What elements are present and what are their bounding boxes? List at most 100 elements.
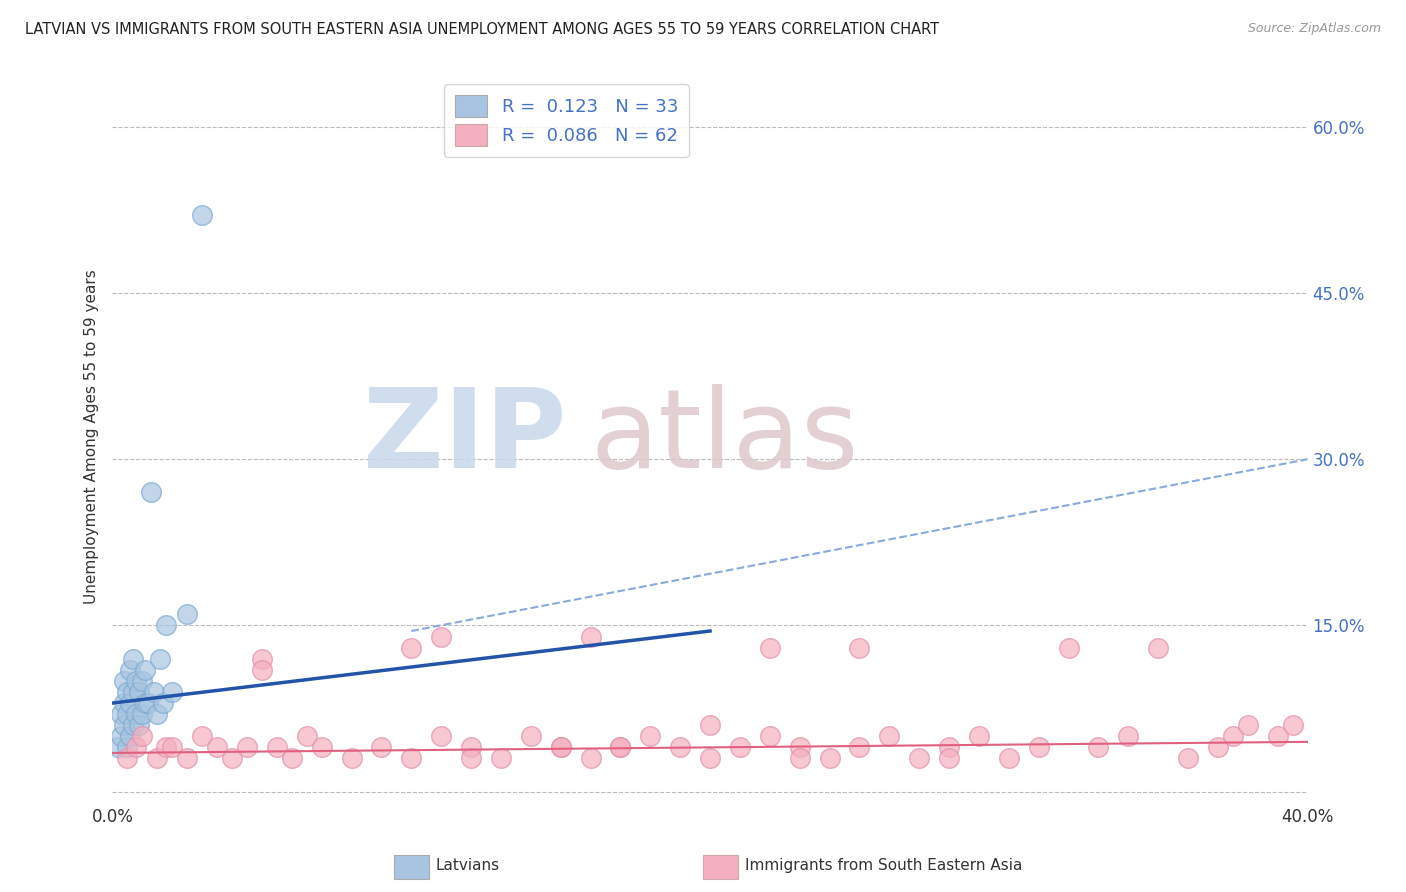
- Point: [146, 707, 169, 722]
- Point: [149, 651, 172, 665]
- Point: [131, 673, 153, 688]
- Text: atlas: atlas: [591, 384, 859, 491]
- Point: [430, 729, 453, 743]
- Point: [191, 209, 214, 223]
- Point: [967, 729, 990, 743]
- Point: [128, 718, 150, 732]
- Point: [579, 630, 602, 644]
- Point: [125, 673, 148, 688]
- Point: [131, 729, 153, 743]
- Point: [114, 673, 135, 688]
- Point: [125, 707, 148, 722]
- Point: [848, 640, 870, 655]
- Point: [489, 751, 512, 765]
- Point: [1281, 718, 1303, 732]
- Point: [120, 729, 142, 743]
- Point: [122, 718, 145, 732]
- Point: [1237, 718, 1260, 732]
- Point: [114, 696, 135, 710]
- Point: [311, 740, 333, 755]
- Point: [152, 696, 174, 710]
- Point: [699, 718, 721, 732]
- Y-axis label: Unemployment Among Ages 55 to 59 years: Unemployment Among Ages 55 to 59 years: [83, 269, 98, 605]
- Point: [155, 740, 177, 755]
- Point: [141, 485, 163, 500]
- Point: [699, 751, 721, 765]
- Point: [789, 740, 811, 755]
- Point: [579, 751, 602, 765]
- Point: [266, 740, 288, 755]
- Point: [640, 729, 662, 743]
- Point: [879, 729, 901, 743]
- Point: [128, 685, 150, 699]
- Point: [162, 685, 183, 699]
- Point: [250, 651, 273, 665]
- Point: [938, 751, 960, 765]
- Point: [117, 707, 139, 722]
- Point: [789, 751, 811, 765]
- Point: [176, 607, 198, 622]
- Point: [848, 740, 870, 755]
- Point: [1147, 640, 1170, 655]
- Point: [1206, 740, 1229, 755]
- Point: [281, 751, 304, 765]
- Point: [1267, 729, 1289, 743]
- Point: [143, 685, 166, 699]
- Legend: R =  0.123   N = 33, R =  0.086   N = 62: R = 0.123 N = 33, R = 0.086 N = 62: [444, 84, 689, 157]
- Point: [162, 740, 183, 755]
- Text: Latvians: Latvians: [436, 858, 501, 872]
- Point: [669, 740, 692, 755]
- Point: [110, 729, 132, 743]
- Point: [205, 740, 228, 755]
- Text: Immigrants from South Eastern Asia: Immigrants from South Eastern Asia: [745, 858, 1022, 872]
- Point: [430, 630, 453, 644]
- Point: [134, 696, 156, 710]
- Point: [146, 751, 169, 765]
- Point: [340, 751, 363, 765]
- Point: [609, 740, 631, 755]
- Point: [728, 740, 751, 755]
- Point: [221, 751, 243, 765]
- Point: [550, 740, 572, 755]
- Point: [370, 740, 392, 755]
- Point: [460, 740, 482, 755]
- Point: [110, 707, 132, 722]
- Point: [401, 751, 423, 765]
- Point: [998, 751, 1021, 765]
- Point: [155, 618, 177, 632]
- Point: [908, 751, 931, 765]
- Text: LATVIAN VS IMMIGRANTS FROM SOUTH EASTERN ASIA UNEMPLOYMENT AMONG AGES 55 TO 59 Y: LATVIAN VS IMMIGRANTS FROM SOUTH EASTERN…: [25, 22, 939, 37]
- Point: [120, 696, 142, 710]
- Point: [295, 729, 318, 743]
- Point: [236, 740, 259, 755]
- Point: [250, 663, 273, 677]
- Text: ZIP: ZIP: [363, 384, 567, 491]
- FancyBboxPatch shape: [394, 855, 429, 879]
- Point: [176, 751, 198, 765]
- FancyBboxPatch shape: [703, 855, 738, 879]
- Text: Source: ZipAtlas.com: Source: ZipAtlas.com: [1247, 22, 1381, 36]
- Point: [117, 740, 139, 755]
- Point: [138, 696, 160, 710]
- Point: [401, 640, 423, 655]
- Point: [117, 685, 139, 699]
- Point: [460, 751, 482, 765]
- Point: [107, 740, 129, 755]
- Point: [117, 751, 139, 765]
- Point: [759, 729, 782, 743]
- Point: [1118, 729, 1140, 743]
- Point: [609, 740, 631, 755]
- Point: [818, 751, 841, 765]
- Point: [1222, 729, 1244, 743]
- Point: [122, 651, 145, 665]
- Point: [131, 707, 153, 722]
- Point: [1177, 751, 1199, 765]
- Point: [1028, 740, 1050, 755]
- Point: [114, 718, 135, 732]
- Point: [759, 640, 782, 655]
- Point: [1087, 740, 1109, 755]
- Point: [134, 663, 156, 677]
- Point: [1057, 640, 1080, 655]
- Point: [938, 740, 960, 755]
- Point: [125, 740, 148, 755]
